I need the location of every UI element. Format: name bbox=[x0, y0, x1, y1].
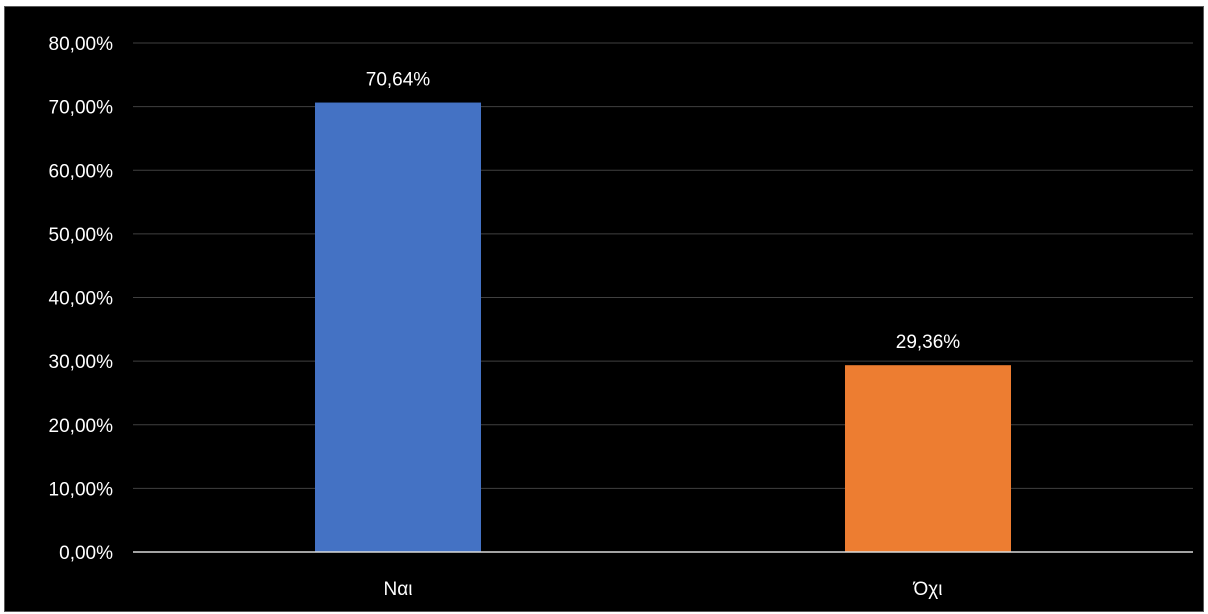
y-tick-label: 20,00% bbox=[49, 416, 114, 437]
x-axis-category-labels: Ναι Όχι bbox=[384, 579, 943, 600]
data-label: 70,64% bbox=[366, 70, 431, 91]
category-label: Όχι bbox=[913, 579, 943, 600]
y-tick-label: 60,00% bbox=[49, 161, 114, 182]
y-axis-tick-labels: 0,00% 10,00% 20,00% 30,00% 40,00% 50,00% 60,00… bbox=[49, 34, 114, 564]
y-tick-label: 70,00% bbox=[49, 98, 114, 119]
bars bbox=[315, 102, 1011, 552]
data-label: 29,36% bbox=[896, 332, 961, 353]
y-tick-label: 0,00% bbox=[59, 543, 113, 564]
category-label: Ναι bbox=[384, 579, 413, 600]
y-tick-label: 50,00% bbox=[49, 225, 114, 246]
data-labels: 70,64% 29,36% bbox=[366, 70, 961, 354]
bar-ochi bbox=[845, 365, 1011, 552]
bar-chart: 0,00% 10,00% 20,00% 30,00% 40,00% 50,00% 60,00… bbox=[49, 34, 1193, 600]
chart-area: 0,00% 10,00% 20,00% 30,00% 40,00% 50,00% 60,00… bbox=[4, 6, 1204, 612]
y-tick-label: 40,00% bbox=[49, 289, 114, 310]
gridlines bbox=[133, 42, 1193, 489]
bar-nai bbox=[315, 102, 481, 552]
y-tick-label: 10,00% bbox=[49, 479, 114, 500]
y-tick-label: 30,00% bbox=[49, 352, 114, 373]
y-tick-label: 80,00% bbox=[49, 34, 114, 55]
